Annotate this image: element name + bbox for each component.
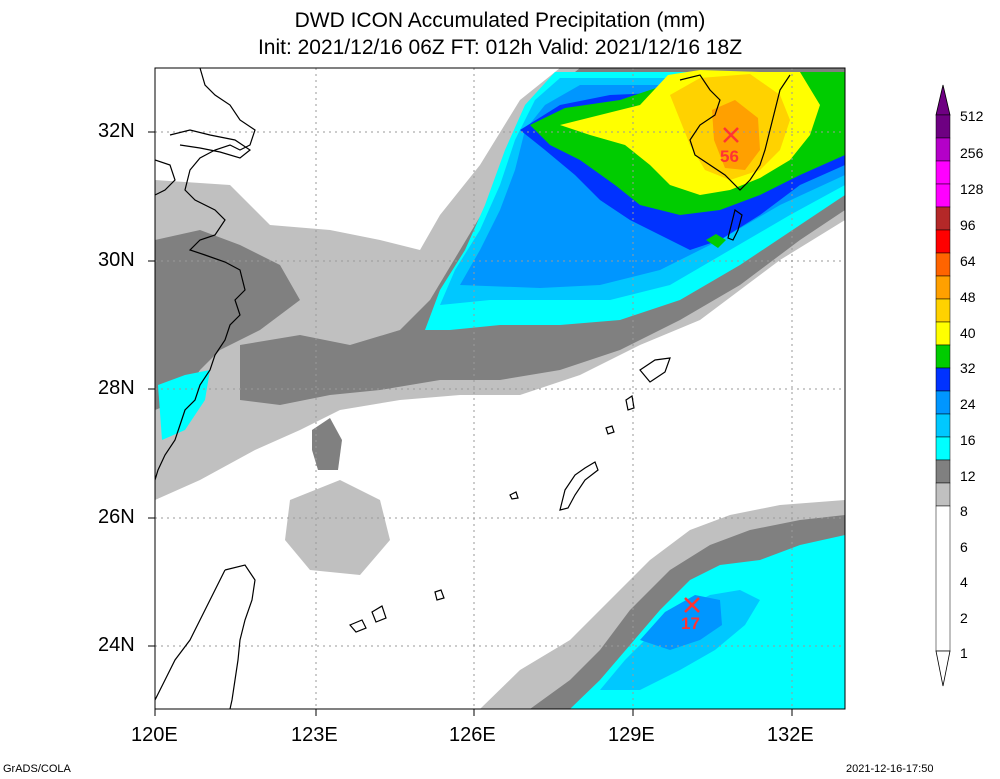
cb-label-12: 12 <box>960 468 976 484</box>
precip-2mm-north <box>155 230 300 410</box>
china-coast <box>155 68 256 481</box>
precip-2mm-spot <box>312 418 342 470</box>
cb-label-24: 24 <box>960 396 976 412</box>
precip-8mm-south <box>640 595 722 650</box>
cb-label-2: 2 <box>960 610 968 626</box>
lon-label-126e: 126E <box>449 724 496 746</box>
cb-label-8: 8 <box>960 503 968 519</box>
cb-label-6: 6 <box>960 539 968 555</box>
lat-label-32n: 32N <box>98 120 135 142</box>
precip-16mm-spot <box>706 234 726 248</box>
ryukyu-2 <box>639 357 671 383</box>
cb-label-96: 96 <box>960 217 976 233</box>
graticule <box>155 68 845 709</box>
precip-fields <box>155 68 845 709</box>
lat-label-30n: 30N <box>98 249 135 271</box>
cb-label-48: 48 <box>960 289 976 305</box>
lon-label-132e: 132E <box>767 724 814 746</box>
precip-1mm-blob <box>285 480 390 575</box>
max-marker-north <box>723 127 739 143</box>
cb-label-128: 128 <box>960 181 984 197</box>
coastlines <box>155 68 791 709</box>
ryukyu-3 <box>559 461 599 511</box>
cb-label-512: 512 <box>960 108 984 124</box>
ryukyu-7 <box>349 619 367 633</box>
kyushu-coast <box>679 74 791 191</box>
cb-label-40: 40 <box>960 325 976 341</box>
ryukyu-9 <box>434 589 445 601</box>
cb-label-256: 256 <box>960 145 984 161</box>
lat-label-24n: 24N <box>98 634 135 656</box>
ryukyu-8 <box>371 605 387 623</box>
max-marker-south <box>684 597 700 613</box>
max-value-south: 17 <box>681 614 700 633</box>
lon-label-120e: 120E <box>131 724 178 746</box>
cb-label-16: 16 <box>960 432 976 448</box>
footer-timestamp: 2021-12-16-17:50 <box>846 763 934 775</box>
footer-credit: GrADS/COLA <box>3 763 71 775</box>
max-value-north: 56 <box>720 147 739 166</box>
ryukyu-6 <box>509 491 519 500</box>
cb-label-32: 32 <box>960 360 976 376</box>
cb-label-4: 4 <box>960 574 968 590</box>
map-title: DWD ICON Accumulated Precipitation (mm) <box>294 9 706 32</box>
cb-label-64: 64 <box>960 253 976 269</box>
ryukyu-1 <box>727 208 743 241</box>
lat-label-26n: 26N <box>98 506 135 528</box>
colorbar <box>935 84 951 687</box>
coast-detail <box>155 159 176 196</box>
yangtze-estuary <box>169 129 252 159</box>
precip-40mm-north <box>712 100 760 170</box>
lon-label-129e: 129E <box>608 724 655 746</box>
map-subtitle: Init: 2021/12/16 06Z FT: 012h Valid: 202… <box>257 36 743 59</box>
colorbar-bottom-arrow <box>935 650 951 687</box>
ryukyu-4 <box>625 394 635 411</box>
lon-label-123e: 123E <box>291 724 338 746</box>
ryukyu-5 <box>605 425 615 435</box>
precip-4mm-west <box>158 370 210 440</box>
axis-ticks <box>148 131 793 716</box>
colorbar-top-arrow <box>935 84 951 116</box>
cb-label-1: 1 <box>960 645 968 661</box>
lat-label-28n: 28N <box>98 377 135 399</box>
taiwan-coast <box>155 564 256 709</box>
